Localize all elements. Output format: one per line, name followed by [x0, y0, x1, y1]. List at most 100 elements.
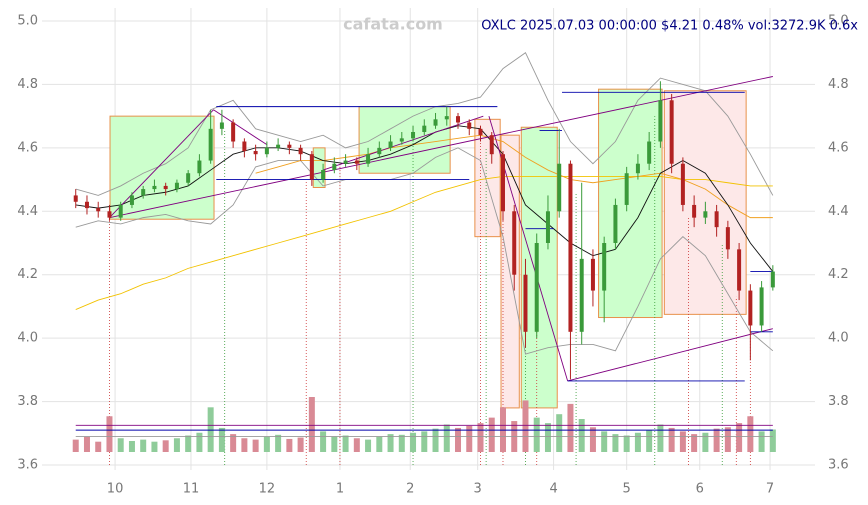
- volume-bar: [241, 438, 248, 452]
- x-tick-label: 1: [336, 482, 344, 497]
- candle-body: [163, 185, 168, 190]
- volume-bar: [623, 435, 630, 452]
- y-tick-label: 4.0: [17, 331, 38, 346]
- candle-body: [433, 119, 438, 126]
- candle-body: [635, 163, 640, 174]
- trend-line: [322, 115, 484, 171]
- volume-bar: [140, 439, 147, 452]
- trend-line: [109, 109, 214, 218]
- y-tick-label-right: 3.8: [828, 394, 849, 409]
- volume-bar: [106, 416, 113, 452]
- indicator-line: [75, 175, 773, 311]
- volume-bar: [499, 407, 506, 452]
- candle-body: [500, 154, 505, 212]
- indicator-line: [75, 125, 774, 272]
- y-tick-label: 4.8: [17, 77, 38, 92]
- volume-bar: [522, 400, 529, 452]
- candle-body: [444, 116, 449, 120]
- volume-bar: [747, 416, 754, 452]
- volume-bar: [589, 427, 596, 452]
- candle-body: [354, 160, 359, 164]
- candle-body: [624, 173, 629, 205]
- candle-body: [388, 141, 393, 148]
- volume-bar: [769, 429, 776, 452]
- candle-body: [703, 211, 708, 218]
- trend-line: [567, 328, 773, 382]
- volume-bar: [365, 439, 372, 452]
- candle-body: [545, 211, 550, 243]
- candle-body: [456, 116, 461, 123]
- volume-bar: [331, 436, 338, 452]
- volume-bar: [713, 428, 720, 452]
- candle-body: [579, 258, 584, 332]
- candle-body: [613, 204, 618, 243]
- y-tick-label: 3.8: [17, 394, 38, 409]
- volume-bar: [544, 423, 551, 452]
- volume-bar: [488, 417, 495, 452]
- candle-body: [118, 204, 123, 218]
- candle-body: [107, 211, 112, 218]
- volume-bar: [95, 441, 102, 452]
- candle-body: [343, 160, 348, 164]
- y-tick-label-right: 5.0: [828, 14, 849, 29]
- x-tick-label: 5: [623, 482, 631, 497]
- volume-bar: [679, 431, 686, 452]
- volume-bar: [646, 430, 653, 452]
- volume-bar: [601, 431, 608, 452]
- volume-bar: [207, 407, 214, 452]
- trend-line: [109, 76, 773, 219]
- candle-body: [298, 147, 303, 155]
- y-tick-label: 3.6: [17, 458, 38, 473]
- volume-bar: [567, 403, 574, 452]
- candle-body: [478, 128, 483, 136]
- volume-bar: [432, 428, 439, 452]
- volume-bar: [657, 424, 664, 452]
- y-tick-label-right: 4.0: [828, 331, 849, 346]
- candle-body: [377, 147, 382, 155]
- candle-body: [602, 243, 607, 291]
- volume-bar: [173, 438, 180, 452]
- candle-body: [174, 182, 179, 190]
- volume-bar: [758, 431, 765, 452]
- candle-body: [276, 144, 281, 148]
- candle-body: [96, 208, 101, 212]
- x-tick-label: 12: [259, 482, 276, 497]
- y-tick-label: 5.0: [17, 14, 38, 29]
- candle-body: [411, 132, 416, 139]
- candle-body: [399, 138, 404, 142]
- candle-body: [197, 160, 202, 174]
- candle-body: [714, 211, 719, 228]
- volume-bar: [410, 432, 417, 452]
- volume-bar: [185, 435, 192, 452]
- candle-body: [759, 287, 764, 326]
- volume-bar: [398, 434, 405, 452]
- candle-body: [590, 258, 595, 291]
- volume-bar: [83, 436, 90, 452]
- y-tick-label: 4.6: [17, 140, 38, 155]
- volume-bar: [466, 425, 473, 452]
- volume-bar: [477, 423, 484, 452]
- x-tick-label: 2: [406, 482, 414, 497]
- candle-body: [73, 195, 78, 202]
- candle-body: [141, 189, 146, 196]
- candle-body: [253, 151, 258, 155]
- x-tick-label: 3: [474, 482, 482, 497]
- candle-body: [534, 243, 539, 332]
- candle-body: [737, 249, 742, 291]
- volume-bar: [612, 434, 619, 452]
- y-tick-label-right: 4.4: [828, 204, 849, 219]
- zone: [520, 126, 558, 409]
- indicator-line: [75, 147, 774, 355]
- x-tick-label: 11: [183, 482, 200, 497]
- volume-bar: [353, 438, 360, 452]
- volume-bar: [556, 414, 563, 452]
- candle-body: [692, 204, 697, 218]
- y-tick-label: 4.2: [17, 267, 38, 282]
- candle-body: [84, 201, 89, 209]
- candle-body: [512, 211, 517, 275]
- candle-body: [208, 128, 213, 161]
- volume-bar: [263, 436, 270, 452]
- y-tick-label-right: 4.8: [828, 77, 849, 92]
- volume-bar: [421, 431, 428, 452]
- candle-body: [680, 163, 685, 205]
